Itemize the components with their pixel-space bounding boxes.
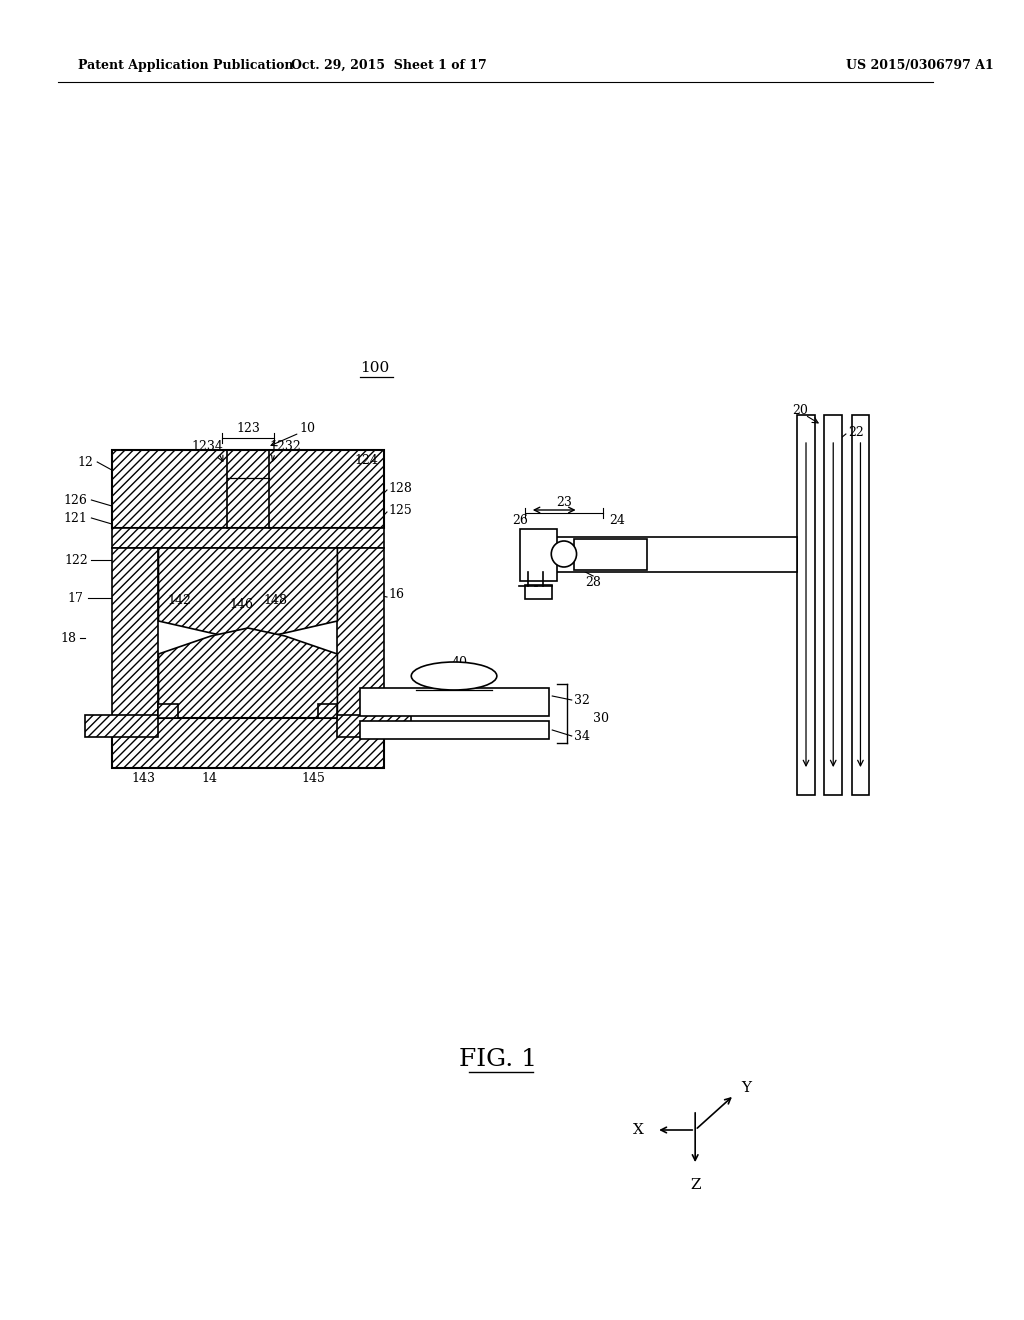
Bar: [112, 548, 159, 718]
Text: 24: 24: [609, 513, 626, 527]
Text: 30: 30: [593, 711, 609, 725]
Text: 124: 124: [355, 454, 379, 466]
Text: Y: Y: [741, 1081, 751, 1096]
Bar: [112, 718, 384, 768]
Bar: [525, 537, 798, 572]
Text: X: X: [633, 1123, 644, 1137]
Circle shape: [551, 541, 577, 568]
Text: 142: 142: [168, 594, 191, 606]
Text: 125: 125: [389, 503, 413, 516]
Text: 145: 145: [301, 771, 325, 784]
Text: 1232: 1232: [269, 441, 301, 454]
Text: 28: 28: [585, 576, 601, 589]
Bar: [159, 704, 178, 718]
Text: 146: 146: [229, 598, 253, 611]
Text: FIG. 1: FIG. 1: [459, 1048, 537, 1072]
Text: 1234: 1234: [191, 441, 223, 454]
Bar: [317, 704, 337, 718]
Bar: [798, 414, 815, 795]
Bar: [85, 715, 159, 737]
Bar: [359, 721, 549, 739]
Polygon shape: [159, 548, 337, 642]
Text: 10: 10: [299, 421, 315, 434]
Text: 122: 122: [63, 553, 88, 566]
Text: 18: 18: [60, 631, 76, 644]
Text: 143: 143: [132, 771, 156, 784]
Bar: [337, 548, 384, 718]
Text: 12: 12: [78, 455, 93, 469]
Text: US 2015/0306797 A1: US 2015/0306797 A1: [846, 58, 993, 71]
Text: 32: 32: [573, 693, 590, 706]
Text: 123: 123: [236, 421, 260, 434]
Text: 128: 128: [389, 482, 413, 495]
Bar: [525, 585, 552, 599]
Text: Z: Z: [690, 1177, 700, 1192]
Text: Patent Application Publication: Patent Application Publication: [78, 58, 293, 71]
Polygon shape: [159, 628, 337, 718]
Text: 23: 23: [556, 496, 571, 510]
Text: 26: 26: [512, 513, 528, 527]
Bar: [112, 528, 384, 548]
Bar: [824, 414, 842, 795]
Bar: [337, 715, 412, 737]
Bar: [112, 450, 384, 528]
Text: 121: 121: [63, 511, 88, 524]
Text: 22: 22: [848, 425, 863, 438]
Ellipse shape: [412, 663, 497, 690]
Text: Oct. 29, 2015  Sheet 1 of 17: Oct. 29, 2015 Sheet 1 of 17: [291, 58, 486, 71]
Text: 14: 14: [201, 771, 217, 784]
Bar: [520, 529, 557, 581]
Text: 34: 34: [573, 730, 590, 742]
Text: 100: 100: [359, 360, 389, 375]
Text: 20: 20: [793, 404, 808, 417]
Text: 40: 40: [452, 656, 468, 668]
Text: 16: 16: [389, 589, 404, 602]
Text: 126: 126: [63, 494, 88, 507]
Bar: [573, 539, 646, 570]
Text: 148: 148: [263, 594, 287, 606]
Bar: [359, 688, 549, 715]
Bar: [852, 414, 869, 795]
Text: 17: 17: [68, 591, 84, 605]
